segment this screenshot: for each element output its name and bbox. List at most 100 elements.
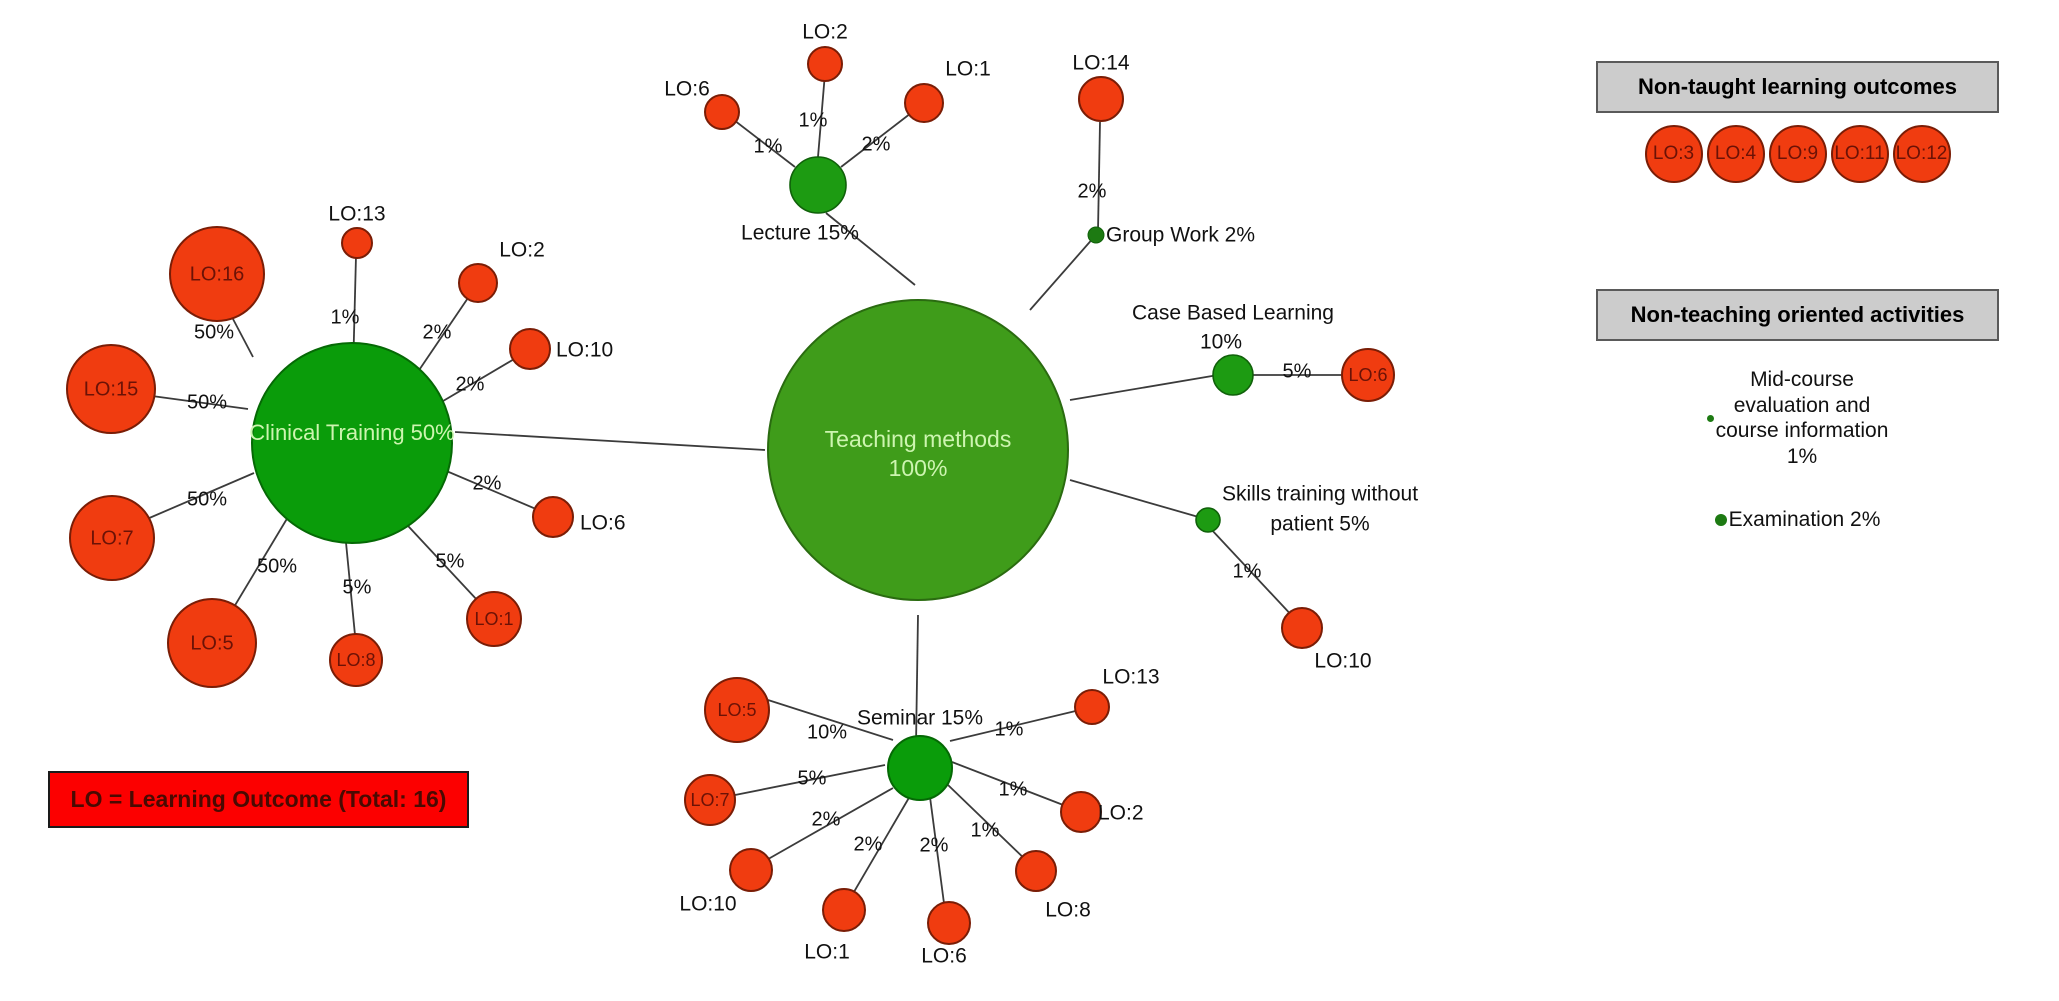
- node-lo5-seminar[interactable]: LO:5: [704, 677, 770, 743]
- lo10-clinical-circle[interactable]: [509, 328, 551, 370]
- node-lo6-lecture[interactable]: LO:6: [664, 78, 740, 130]
- node-skills-training[interactable]: Skills training without patient 5%: [1195, 483, 1418, 536]
- node-lo10-clinical[interactable]: LO:10: [509, 328, 613, 370]
- node-clinical-training[interactable]: Clinical Training 50%: [249, 342, 455, 544]
- lecture-circle[interactable]: [789, 156, 847, 214]
- mid-course-dot-icon: [1706, 414, 1714, 422]
- lo8-clinical-circle[interactable]: [329, 633, 383, 687]
- lo14-circle[interactable]: [1078, 76, 1124, 122]
- node-lo6-clinical[interactable]: LO:6: [532, 496, 626, 538]
- lo-chip-lo3[interactable]: LO:3: [1644, 125, 1703, 183]
- edge-group-work-lo14: [1097, 121, 1101, 232]
- seminar-edge-weights: 10% 5% 2% 2% 2% 1% 1% 1%: [798, 718, 1028, 856]
- node-lo2-seminar[interactable]: LO:2: [1060, 791, 1144, 833]
- node-lo1-seminar[interactable]: LO:1: [804, 888, 866, 964]
- case-based-learning-circle[interactable]: [1212, 354, 1254, 396]
- skills-training-circle[interactable]: [1195, 507, 1221, 533]
- node-lo1-clinical[interactable]: LO:1: [466, 591, 522, 647]
- lo1-clinical-circle[interactable]: [466, 591, 522, 647]
- lo13-clinical-label: LO:13: [328, 203, 385, 226]
- node-lo6-seminar[interactable]: LO:6: [921, 901, 971, 968]
- lo7-seminar-circle[interactable]: [684, 774, 736, 826]
- node-lo5-clinical[interactable]: LO:5: [167, 598, 257, 688]
- weight-clinical-lo5: 50%: [257, 555, 297, 577]
- node-lo10-seminar[interactable]: LO:10: [679, 848, 773, 916]
- lo6-seminar-circle[interactable]: [927, 901, 971, 945]
- lo2-seminar-circle[interactable]: [1060, 791, 1102, 833]
- edge-seminar-lo7: [734, 764, 886, 796]
- lo8-seminar-circle[interactable]: [1015, 850, 1057, 892]
- weight-clinical-lo7: 50%: [187, 488, 227, 510]
- edge-lecture-lo6: [729, 116, 796, 168]
- lo10-skills-circle[interactable]: [1281, 607, 1323, 649]
- node-lo7-seminar[interactable]: LO:7: [684, 774, 736, 826]
- node-lo14-group-work[interactable]: LO:14: [1072, 52, 1130, 122]
- panel-non-taught-title: Non-taught learning outcomes: [1596, 61, 1999, 113]
- weight-cbl-lo6: 5%: [1283, 360, 1312, 382]
- node-seminar[interactable]: Seminar 15%: [857, 707, 983, 801]
- lo13-clinical-circle[interactable]: [341, 227, 373, 259]
- lo-chip-lo9[interactable]: LO:9: [1768, 125, 1827, 183]
- teaching-methods-circle[interactable]: [767, 299, 1069, 601]
- group-work-circle[interactable]: [1087, 226, 1105, 244]
- node-lo15[interactable]: LO:15: [66, 344, 156, 434]
- node-group-work[interactable]: Group Work 2%: [1087, 224, 1255, 247]
- panel-non-teaching-title: Non-teaching oriented activities: [1596, 289, 1999, 341]
- node-lecture[interactable]: Lecture 15%: [741, 156, 859, 245]
- lecture-label: Lecture 15%: [741, 222, 859, 245]
- lo5-clinical-label: LO:5: [190, 632, 233, 654]
- edge-clinical-lo5: [227, 511, 292, 618]
- lo6-lecture-circle[interactable]: [704, 94, 740, 130]
- lo10-seminar-circle[interactable]: [729, 848, 773, 892]
- lo10-skills-label: LO:10: [1314, 650, 1371, 673]
- examination-dot-icon: [1714, 514, 1727, 527]
- lo5-clinical-circle[interactable]: [167, 598, 257, 688]
- case-based-learning-label-line1: Case Based Learning: [1132, 302, 1334, 325]
- lo-chip-lo4[interactable]: LO:4: [1706, 125, 1765, 183]
- node-lo2-lecture[interactable]: LO:2: [802, 21, 848, 82]
- node-teaching-methods[interactable]: Teaching methods 100%: [767, 299, 1069, 601]
- node-lo13-clinical[interactable]: LO:13: [328, 203, 386, 259]
- lo-chip-lo11[interactable]: LO:11: [1830, 125, 1889, 183]
- node-lo16[interactable]: LO:16: [169, 226, 265, 322]
- edge-clinical-lo6: [436, 466, 544, 513]
- weight-group-work-lo14: 2%: [1078, 180, 1107, 202]
- edge-root-seminar: [915, 614, 919, 746]
- clinical-training-circle[interactable]: [251, 342, 453, 544]
- node-lo8-seminar[interactable]: LO:8: [1015, 850, 1091, 922]
- lo7-clinical-circle[interactable]: [69, 495, 155, 581]
- node-lo8-clinical[interactable]: LO:8: [329, 633, 383, 687]
- lo1-lecture-circle[interactable]: [904, 83, 944, 123]
- node-lo7-clinical[interactable]: LO:7: [69, 495, 155, 581]
- node-lo10-skills[interactable]: LO:10: [1281, 607, 1372, 673]
- node-lo1-lecture[interactable]: LO:1: [904, 58, 991, 123]
- lo6-clinical-circle[interactable]: [532, 496, 574, 538]
- activity-mid-course-evaluation: Mid-course evaluation and course informa…: [1596, 367, 1999, 469]
- node-lo2-clinical[interactable]: LO:2: [458, 239, 545, 303]
- lo13-seminar-circle[interactable]: [1074, 689, 1110, 725]
- node-case-based-learning[interactable]: Case Based Learning 10%: [1132, 302, 1334, 396]
- weight-clinical-lo2: 2%: [423, 321, 452, 343]
- lo5-seminar-circle[interactable]: [704, 677, 770, 743]
- node-lo13-seminar[interactable]: LO:13: [1074, 666, 1160, 725]
- lo6-cbl-circle[interactable]: [1341, 348, 1395, 402]
- edge-root-clinical-training: [454, 431, 766, 451]
- lo16-circle[interactable]: [169, 226, 265, 322]
- lo15-circle[interactable]: [66, 344, 156, 434]
- lo2-clinical-circle[interactable]: [458, 263, 498, 303]
- group-work-label: Group Work 2%: [1106, 224, 1255, 247]
- case-based-learning-label-line2: 10%: [1200, 331, 1242, 354]
- examination-text: Examination 2%: [1728, 508, 1881, 532]
- lo-chip-lo12[interactable]: LO:12: [1892, 125, 1951, 183]
- edge-clinical-lo15: [151, 395, 249, 410]
- lo2-lecture-circle[interactable]: [807, 46, 843, 82]
- edge-lecture-lo2: [817, 72, 826, 158]
- lo1-seminar-circle[interactable]: [822, 888, 866, 932]
- seminar-circle[interactable]: [887, 735, 953, 801]
- edge-seminar-lo10: [762, 787, 894, 863]
- lo1-clinical-label: LO:1: [474, 609, 513, 629]
- node-lo6-cbl[interactable]: LO:6: [1341, 348, 1395, 402]
- teaching-methods-label-line2: 100%: [889, 455, 948, 481]
- edge-root-skills-training: [1069, 479, 1203, 519]
- edge-seminar-lo5: [767, 699, 894, 741]
